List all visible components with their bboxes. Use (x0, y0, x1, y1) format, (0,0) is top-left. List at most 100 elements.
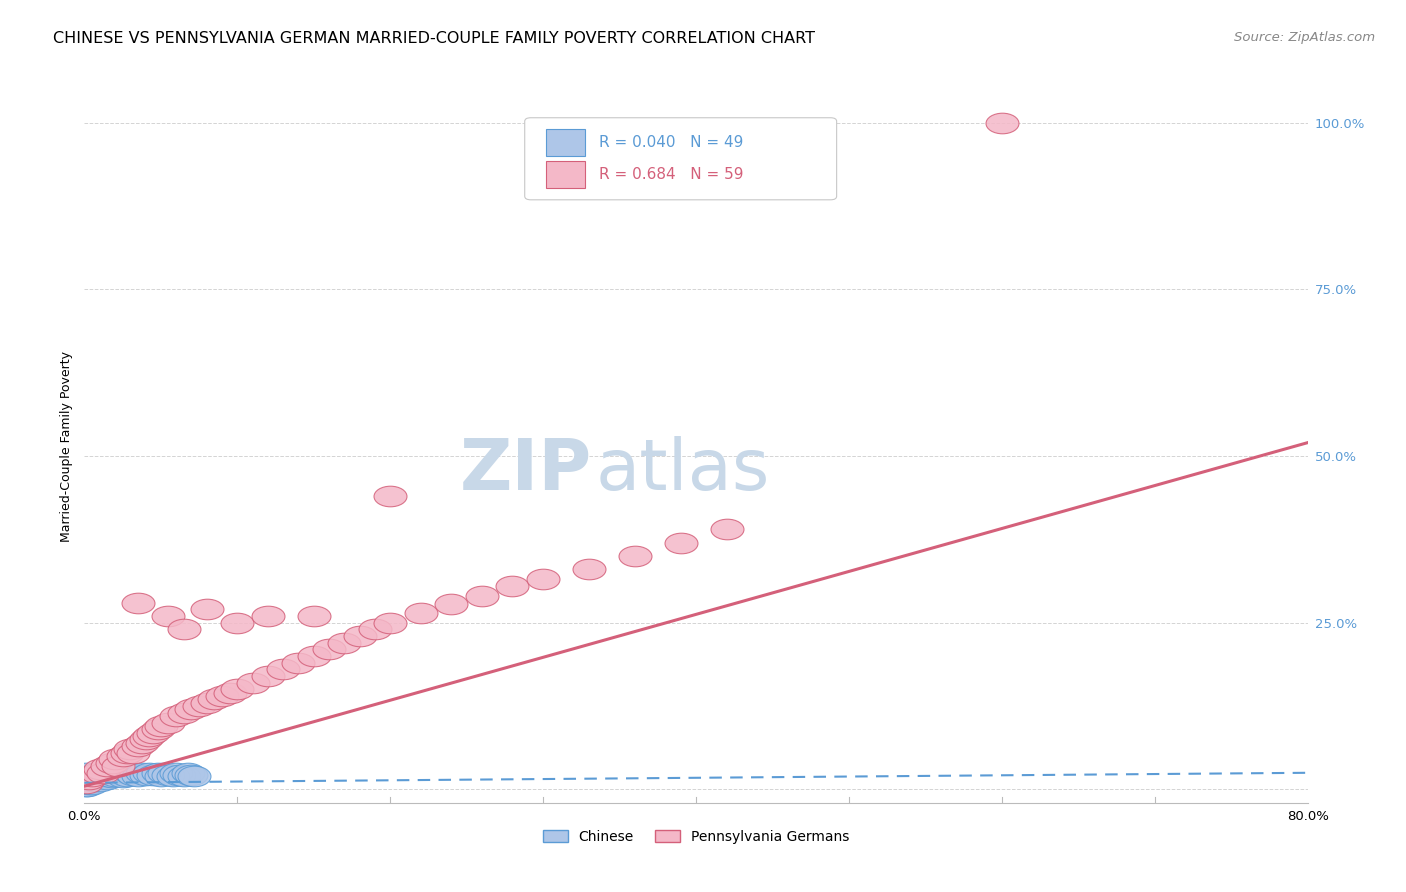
Bar (546, 161, 585, 188)
Point (75, 776, 97, 790)
Point (79, 776, 101, 790)
Point (111, 771, 134, 785)
Point (195, 696, 218, 710)
Point (127, 739, 149, 753)
Point (578, 562, 600, 576)
Point (75, 779, 97, 793)
Point (142, 725, 165, 739)
Point (101, 756, 124, 770)
Point (165, 765, 187, 780)
Point (114, 765, 136, 780)
Point (302, 649, 325, 664)
Point (157, 768, 180, 782)
Point (202, 692, 225, 706)
Point (86, 772, 108, 787)
Point (149, 719, 172, 733)
Point (177, 765, 200, 780)
Text: atlas: atlas (596, 436, 770, 506)
Point (97, 769, 120, 783)
Point (211, 689, 233, 703)
Point (79, 771, 101, 785)
Point (271, 662, 294, 676)
Point (149, 769, 172, 783)
Point (165, 709, 187, 723)
Point (75, 776, 97, 790)
Point (257, 669, 280, 683)
Point (96, 759, 118, 773)
Point (242, 675, 264, 690)
Point (89, 765, 111, 780)
Point (157, 609, 180, 624)
Point (131, 736, 153, 750)
Point (104, 752, 127, 766)
Point (75, 765, 97, 780)
Text: ZIP: ZIP (460, 436, 592, 506)
Point (103, 765, 125, 780)
Point (471, 589, 494, 603)
Point (624, 549, 647, 563)
Point (188, 699, 211, 714)
Point (80, 769, 103, 783)
Point (77, 772, 100, 787)
Point (127, 596, 149, 610)
Point (257, 609, 280, 624)
Point (162, 769, 184, 783)
Point (135, 732, 157, 747)
Point (318, 642, 340, 657)
Point (86, 765, 108, 780)
Point (349, 629, 371, 643)
Point (76, 779, 98, 793)
Point (226, 682, 249, 697)
Point (146, 723, 169, 737)
Point (226, 615, 249, 630)
Point (991, 115, 1014, 129)
Legend: Chinese, Pennsylvania Germans: Chinese, Pennsylvania Germans (537, 824, 855, 849)
Point (153, 765, 176, 780)
Point (122, 768, 145, 782)
Point (502, 579, 524, 593)
Point (142, 768, 165, 782)
Point (138, 765, 160, 780)
Point (111, 749, 134, 764)
Point (669, 535, 692, 549)
Point (183, 769, 205, 783)
Point (135, 768, 157, 782)
Point (409, 606, 432, 620)
Point (115, 746, 138, 760)
Point (76, 774, 98, 789)
Point (91, 771, 114, 785)
FancyBboxPatch shape (524, 118, 837, 200)
Point (180, 702, 202, 716)
Point (120, 742, 142, 756)
Text: R = 0.040   N = 49: R = 0.040 N = 49 (599, 136, 744, 150)
Point (115, 769, 138, 783)
Point (84, 769, 107, 783)
Point (122, 746, 145, 760)
Text: R = 0.684   N = 59: R = 0.684 N = 59 (599, 168, 744, 182)
Point (89, 763, 111, 777)
Point (76, 769, 98, 783)
Point (101, 771, 124, 785)
Point (364, 623, 387, 637)
Point (218, 686, 240, 700)
Point (173, 623, 195, 637)
Point (167, 768, 190, 782)
Text: Source: ZipAtlas.com: Source: ZipAtlas.com (1234, 31, 1375, 45)
Point (173, 706, 195, 720)
Point (146, 765, 169, 780)
Point (440, 597, 463, 611)
Point (96, 772, 118, 787)
Point (380, 615, 402, 630)
Point (107, 765, 129, 780)
Point (138, 729, 160, 743)
Point (83, 774, 105, 789)
Point (302, 609, 325, 624)
Point (287, 656, 309, 670)
Point (75, 771, 97, 785)
Point (87, 768, 110, 782)
Bar (546, 129, 585, 156)
Text: CHINESE VS PENNSYLVANIA GERMAN MARRIED-COUPLE FAMILY POVERTY CORRELATION CHART: CHINESE VS PENNSYLVANIA GERMAN MARRIED-C… (53, 31, 815, 46)
Point (531, 573, 554, 587)
Y-axis label: Married-Couple Family Poverty: Married-Couple Family Poverty (60, 351, 73, 541)
Point (93, 768, 115, 782)
